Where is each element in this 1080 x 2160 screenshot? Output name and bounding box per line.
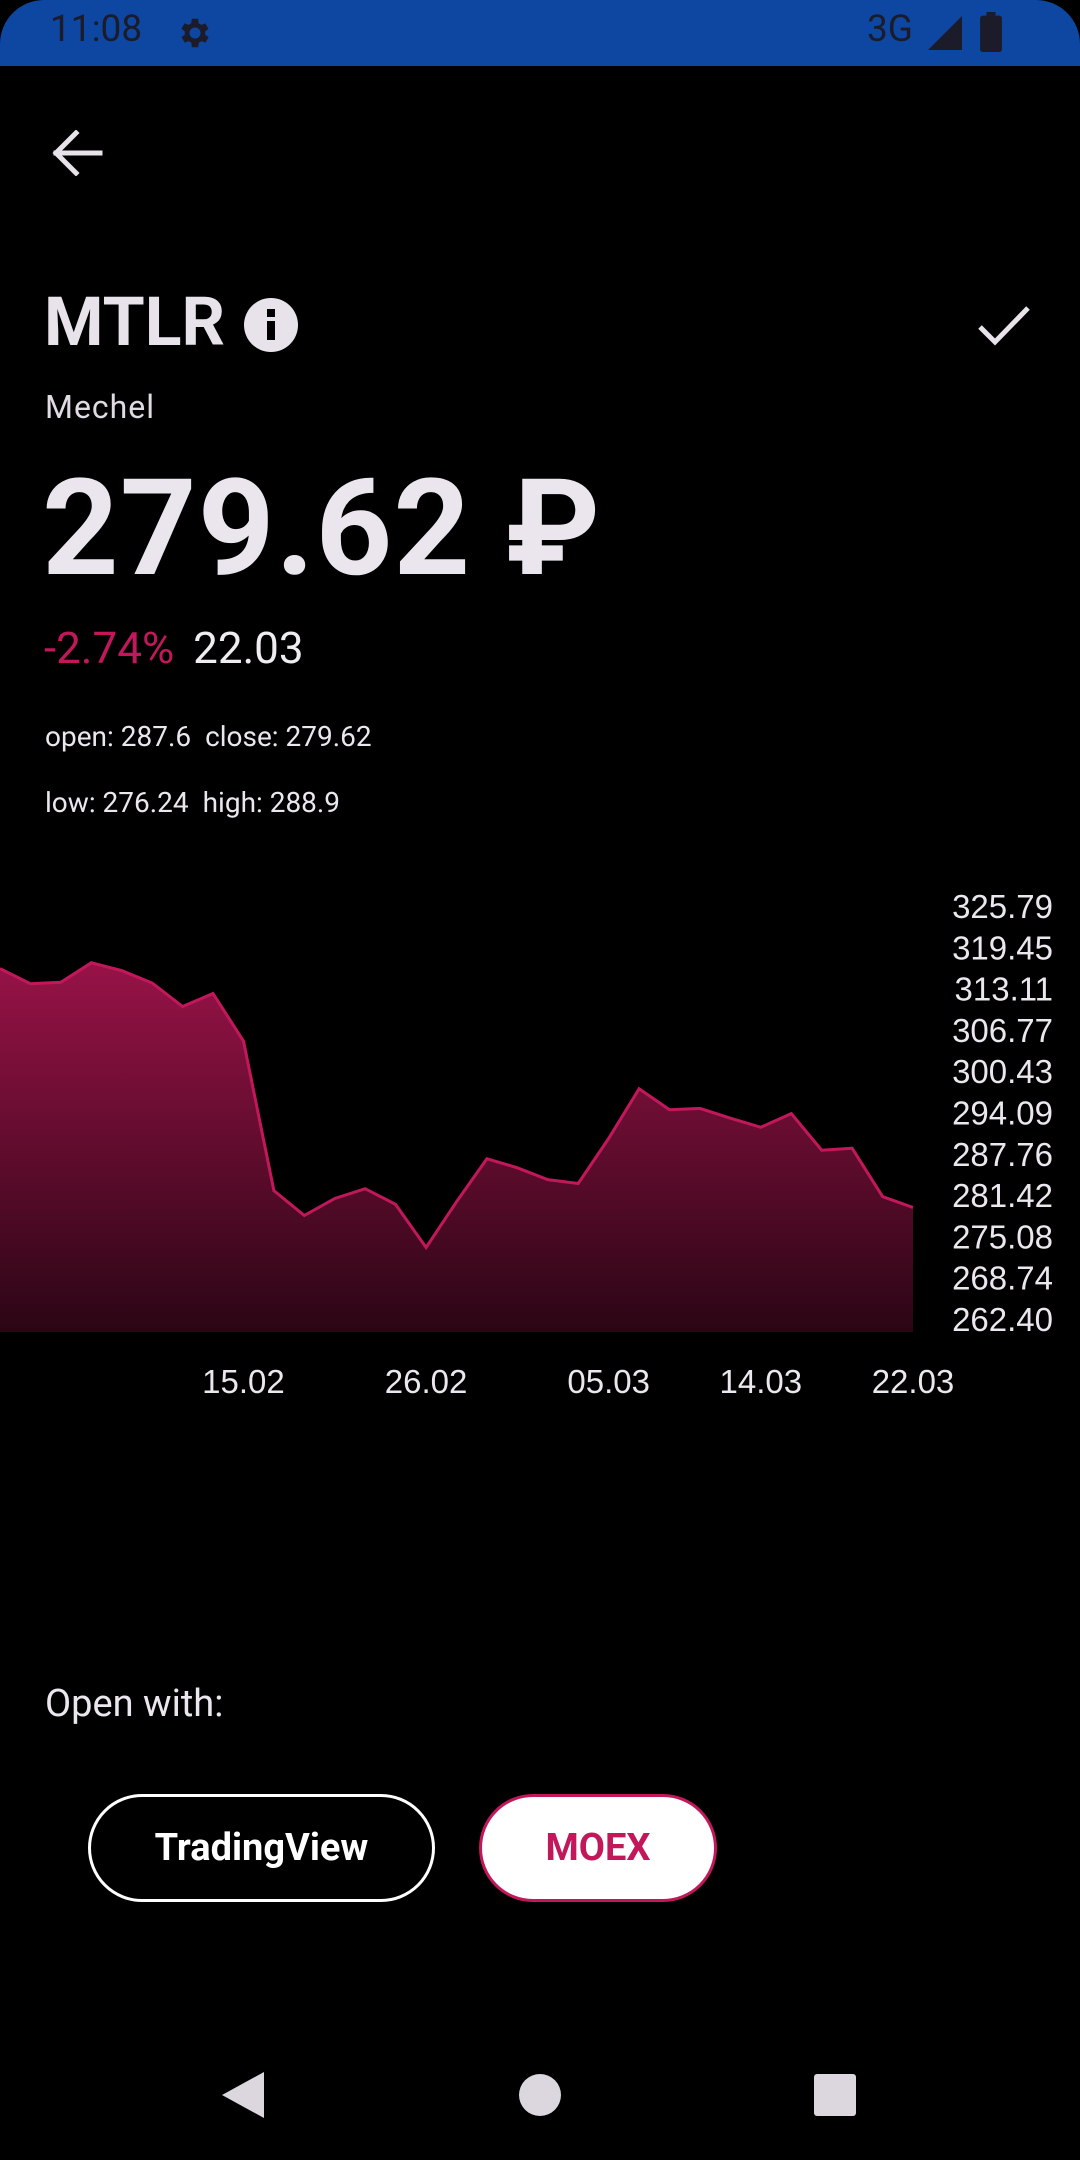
price-change: -2.74% 22.03 [44,622,304,674]
network-type: 3G [867,8,913,51]
x-tick-label: 26.02 [385,1363,468,1400]
gear-icon [181,18,209,48]
y-tick-label: 319.45 [952,929,1053,966]
high-value: high: 288.9 [202,786,341,819]
chart-area-fill [0,962,913,1332]
price-chart[interactable]: 325.79 319.45 313.11 306.77 300.43 294.09 287.… [0,880,1080,1400]
y-tick-label: 300.43 [952,1053,1053,1090]
y-tick-label: 268.74 [952,1260,1053,1297]
y-axis-ticks: 325.79 319.45 313.11 306.77 300.43 294.09 287.… [952,888,1053,1338]
moex-button[interactable]: MOEX [479,1794,717,1902]
status-bar: 11:08 3G [0,0,1080,66]
x-tick-label: 05.03 [567,1363,650,1400]
y-tick-label: 287.76 [952,1136,1053,1173]
x-tick-label: 15.02 [202,1363,285,1400]
y-tick-label: 306.77 [952,1012,1053,1049]
quote-date: 22.03 [193,622,304,674]
nav-back-icon[interactable] [222,2072,264,2118]
change-percent: -2.74% [44,622,175,674]
x-axis-ticks: 15.02 26.02 05.03 14.03 22.03 [202,1363,954,1400]
nav-recents-icon[interactable] [814,2074,856,2116]
close-value: close: 279.62 [205,720,372,753]
status-time: 11:08 [50,8,143,51]
open-with-label: Open with: [45,1682,224,1726]
x-tick-label: 14.03 [720,1363,803,1400]
info-icon[interactable] [243,297,299,353]
y-tick-label: 281.42 [952,1177,1053,1214]
tradingview-button[interactable]: TradingView [88,1794,435,1902]
signal-icon [928,16,962,50]
nav-home-icon[interactable] [519,2074,561,2116]
chart-series-line [0,961,914,1251]
company-name: Mechel [45,388,156,426]
check-icon[interactable] [976,300,1032,350]
y-tick-label: 313.11 [955,971,1053,1008]
x-tick-label: 22.03 [872,1363,955,1400]
ticker-symbol: MTLR [44,282,226,362]
navigation-bar [0,2030,1080,2160]
y-tick-label: 262.40 [952,1301,1053,1338]
low-high-row: low: 276.24 high: 288.9 [45,786,340,819]
y-tick-label: 294.09 [952,1095,1053,1132]
open-value: open: 287.6 [45,720,192,753]
low-value: low: 276.24 [45,786,189,819]
y-tick-label: 325.79 [952,888,1053,925]
battery-icon [980,12,1002,52]
arrow-left-icon[interactable] [50,130,104,176]
open-close-row: open: 287.6 close: 279.62 [45,720,372,753]
current-price: 279.62 ₽ [42,450,602,607]
y-tick-label: 275.08 [952,1218,1053,1255]
